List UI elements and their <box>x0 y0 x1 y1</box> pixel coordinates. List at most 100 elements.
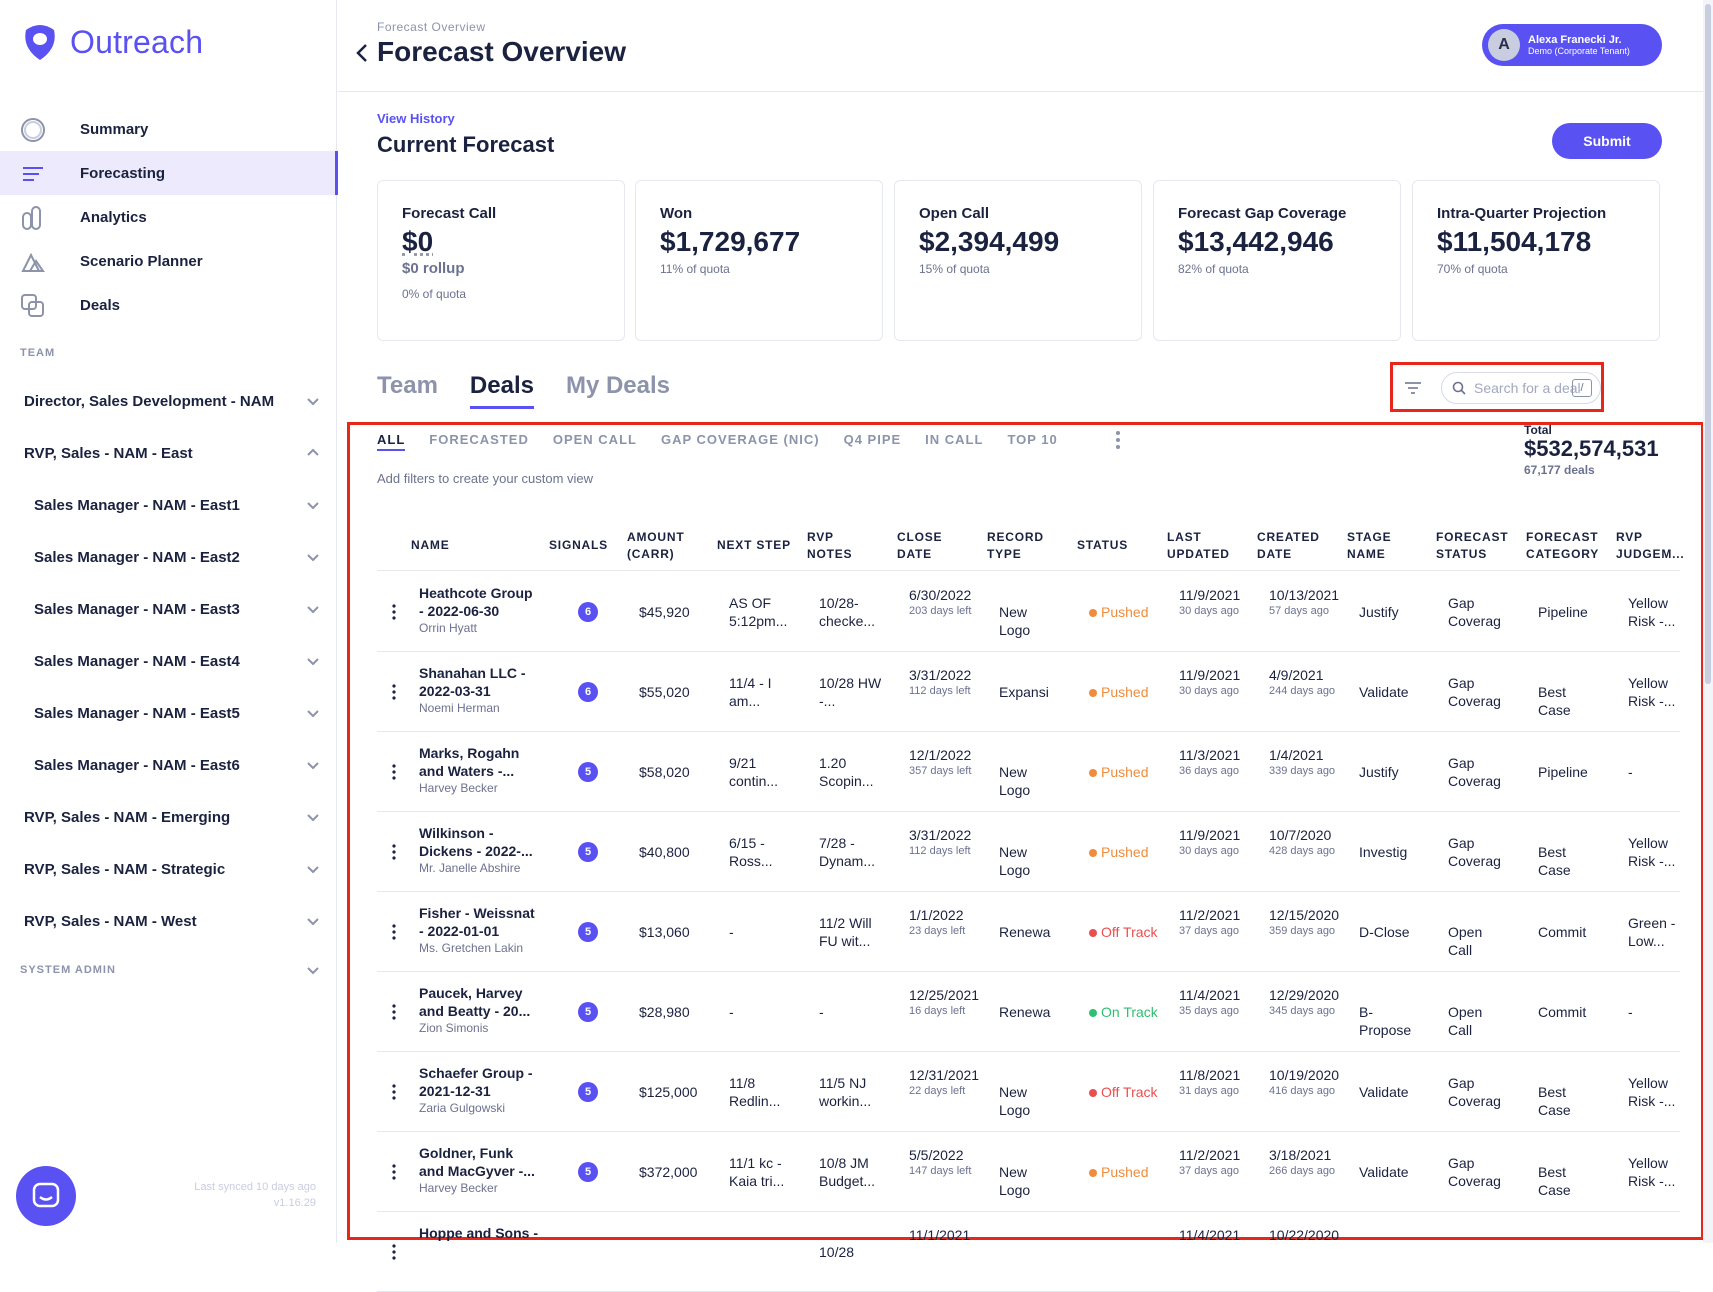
signals-badge[interactable]: 6 <box>578 682 598 702</box>
table-row[interactable]: Fisher - Weissnat - 2022-01-01 Ms. Gretch… <box>377 892 1680 972</box>
team-item[interactable]: Sales Manager - NAM - East6 <box>0 745 337 785</box>
deal-name-cell[interactable]: Goldner, Funk and MacGyver -... Harvey Be… <box>419 1144 539 1196</box>
col-forecast-category[interactable]: FORECAST CATEGORY <box>1526 530 1600 561</box>
row-menu-icon[interactable] <box>391 603 397 621</box>
team-item[interactable]: RVP, Sales - NAM - Strategic <box>0 849 337 889</box>
deal-name[interactable]: Schaefer Group - 2021-12-31 <box>419 1065 533 1099</box>
deal-name-cell[interactable]: Shanahan LLC - 2022-03-31 Noemi Herman <box>419 664 539 716</box>
row-menu-icon[interactable] <box>391 683 397 701</box>
row-menu-icon[interactable] <box>391 843 397 861</box>
signals-badge[interactable]: 5 <box>578 922 598 942</box>
table-row[interactable]: Schaefer Group - 2021-12-31 Zaria Gulgows… <box>377 1052 1680 1132</box>
chevron-down-icon[interactable] <box>305 962 321 978</box>
logo[interactable]: Outreach <box>20 22 203 62</box>
chevron-down-icon[interactable] <box>305 861 321 877</box>
chevron-down-icon[interactable] <box>305 549 321 565</box>
chevron-down-icon[interactable] <box>305 497 321 513</box>
signals-badge[interactable]: 5 <box>578 1082 598 1102</box>
breadcrumb[interactable]: Forecast Overview <box>377 20 486 34</box>
signals-badge[interactable]: 5 <box>578 1162 598 1182</box>
chevron-down-icon[interactable] <box>305 393 321 409</box>
search-field[interactable]: / <box>1441 372 1601 404</box>
view-gap-coverage[interactable]: GAP COVERAGE (NIC) <box>660 432 820 447</box>
row-menu-icon[interactable] <box>391 1243 397 1261</box>
col-close-date[interactable]: CLOSE DATE <box>897 530 943 561</box>
more-views-icon[interactable] <box>1115 430 1121 450</box>
col-rvp-notes[interactable]: RVP NOTES <box>807 530 853 561</box>
col-forecast-status[interactable]: FORECAST STATUS <box>1436 530 1509 561</box>
col-next-step[interactable]: NEXT STEP <box>717 538 791 552</box>
deal-name[interactable]: Wilkinson - Dickens - 2022-... <box>419 825 533 859</box>
team-item[interactable]: Sales Manager - NAM - East4 <box>0 641 337 681</box>
team-item[interactable]: RVP, Sales - NAM - Emerging <box>0 797 337 837</box>
table-row[interactable]: Paucek, Harvey and Beatty - 20... Zion Si… <box>377 972 1680 1052</box>
chevron-down-icon[interactable] <box>305 653 321 669</box>
tab-deals[interactable]: Deals <box>469 372 534 409</box>
deal-name-cell[interactable]: Schaefer Group - 2021-12-31 Zaria Gulgows… <box>419 1064 539 1116</box>
tab-team[interactable]: Team <box>377 372 438 399</box>
nav-analytics[interactable]: Analytics <box>0 195 337 239</box>
row-menu-icon[interactable] <box>391 1163 397 1181</box>
team-item[interactable]: Sales Manager - NAM - East2 <box>0 537 337 577</box>
deal-name-cell[interactable]: Heathcote Group - 2022-06-30 Orrin Hyatt <box>419 584 539 636</box>
nav-forecasting[interactable]: Forecasting <box>0 151 338 195</box>
col-status[interactable]: STATUS <box>1077 538 1129 552</box>
view-open-call[interactable]: OPEN CALL <box>552 432 637 447</box>
deal-name[interactable]: Heathcote Group - 2022-06-30 <box>419 585 533 619</box>
row-menu-icon[interactable] <box>391 923 397 941</box>
signals-badge[interactable]: 6 <box>578 602 598 622</box>
deal-name-cell[interactable]: Wilkinson - Dickens - 2022-... Mr. Janell… <box>419 824 539 876</box>
table-row[interactable]: Marks, Rogahn and Waters -... Harvey Beck… <box>377 732 1680 812</box>
chat-button[interactable] <box>16 1166 76 1226</box>
back-chevron-icon[interactable] <box>354 42 370 64</box>
signals-badge[interactable]: 5 <box>578 1002 598 1022</box>
scrollbar-thumb[interactable] <box>1705 4 1711 684</box>
deal-name-cell[interactable]: Hoppe and Sons - <box>419 1224 539 1242</box>
view-in-call[interactable]: IN CALL <box>925 432 984 447</box>
view-forecasted[interactable]: FORECASTED <box>429 432 529 447</box>
signals-badge[interactable]: 5 <box>578 842 598 862</box>
scrollbar[interactable] <box>1703 0 1713 1243</box>
chevron-down-icon[interactable] <box>305 809 321 825</box>
deal-name-cell[interactable]: Fisher - Weissnat - 2022-01-01 Ms. Gretch… <box>419 904 539 956</box>
tab-my-deals[interactable]: My Deals <box>565 372 671 399</box>
nav-summary[interactable]: Summary <box>0 107 337 151</box>
view-q4-pipe[interactable]: Q4 PIPE <box>843 432 902 447</box>
table-row[interactable]: Goldner, Funk and MacGyver -... Harvey Be… <box>377 1132 1680 1212</box>
team-item[interactable]: Sales Manager - NAM - East5 <box>0 693 337 733</box>
deal-name[interactable]: Goldner, Funk and MacGyver -... <box>419 1145 535 1179</box>
view-all[interactable]: ALL <box>377 432 406 451</box>
deal-name[interactable]: Shanahan LLC - 2022-03-31 <box>419 665 526 699</box>
search-input[interactable] <box>1474 380 1584 396</box>
deal-name[interactable]: Paucek, Harvey and Beatty - 20... <box>419 985 531 1019</box>
col-rvp-judgement[interactable]: RVP JUDGEM... <box>1616 530 1685 561</box>
col-name[interactable]: NAME <box>411 538 450 552</box>
nav-deals[interactable]: Deals <box>0 283 337 327</box>
deal-name[interactable]: Fisher - Weissnat - 2022-01-01 <box>419 905 535 939</box>
col-amount[interactable]: AMOUNT (CARR) <box>627 530 685 561</box>
chevron-up-icon[interactable] <box>305 445 321 461</box>
col-signals[interactable]: SIGNALS <box>549 538 608 552</box>
team-item[interactable]: Sales Manager - NAM - East1 <box>0 485 337 525</box>
col-stage-name[interactable]: STAGE NAME <box>1347 530 1392 561</box>
col-last-updated[interactable]: LAST UPDATED <box>1167 530 1230 561</box>
deal-name[interactable]: Marks, Rogahn and Waters -... <box>419 745 520 779</box>
row-menu-icon[interactable] <box>391 763 397 781</box>
table-row[interactable]: Wilkinson - Dickens - 2022-... Mr. Janell… <box>377 812 1680 892</box>
signals-badge[interactable]: 5 <box>578 762 598 782</box>
card-value[interactable]: $0 <box>402 226 434 257</box>
team-item[interactable]: RVP, Sales - NAM - East <box>0 433 337 473</box>
user-menu[interactable]: A Alexa Franecki Jr. Demo (Corporate Ten… <box>1482 24 1662 66</box>
team-item[interactable]: Director, Sales Development - NAM <box>0 381 337 421</box>
team-item[interactable]: RVP, Sales - NAM - West <box>0 901 337 941</box>
table-row[interactable]: Shanahan LLC - 2022-03-31 Noemi Herman 6 $5… <box>377 652 1680 732</box>
chevron-down-icon[interactable] <box>305 705 321 721</box>
chevron-down-icon[interactable] <box>305 757 321 773</box>
chevron-down-icon[interactable] <box>305 913 321 929</box>
col-record-type[interactable]: RECORD TYPE <box>987 530 1044 561</box>
view-top-10[interactable]: TOP 10 <box>1007 432 1058 447</box>
submit-button[interactable]: Submit <box>1552 123 1662 159</box>
table-row[interactable]: Hoppe and Sons - 10/28 11/1/2021 11/4/2021 1… <box>377 1212 1680 1292</box>
system-admin-row[interactable]: SYSTEM ADMIN <box>0 950 337 990</box>
row-menu-icon[interactable] <box>391 1003 397 1021</box>
